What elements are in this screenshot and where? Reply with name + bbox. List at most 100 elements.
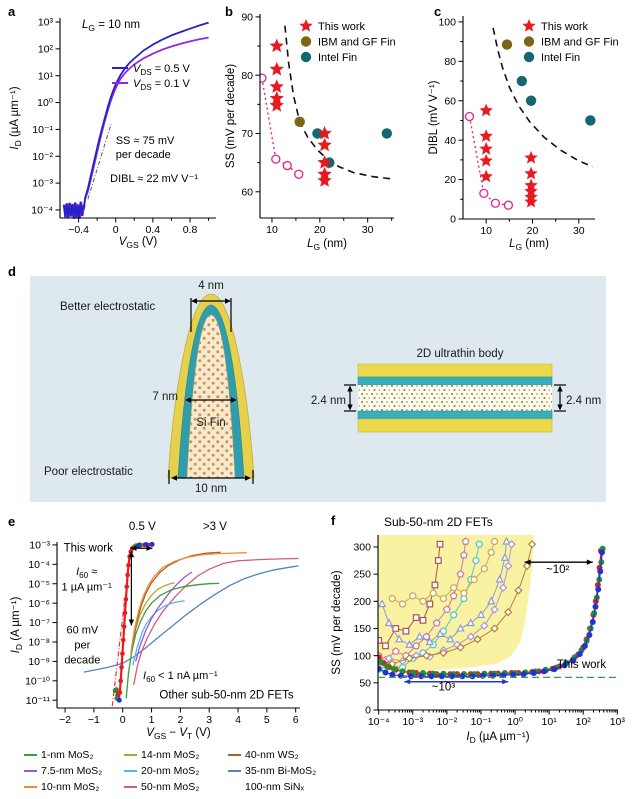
dimension-4nm-lines [190,298,232,332]
series-ibm-gf-fin [294,116,305,128]
svg-text:10⁻¹: 10⁻¹ [471,716,492,728]
series-ref-rose [378,537,470,664]
svg-text:0: 0 [450,214,456,226]
svg-text:10⁻⁷: 10⁻⁷ [29,617,50,629]
body-oxide-top [357,363,553,378]
y-axis-label: ID (A µm⁻¹) [10,597,24,654]
legend-label: Intel Fin [541,52,580,64]
legend-label: 20-nm MoS₂ [141,765,200,777]
body-gate-top [357,376,553,386]
svg-text:80: 80 [444,56,456,68]
legend-label: 10-nm MoS₂ [41,781,100,793]
svg-text:10¹: 10¹ [542,716,558,728]
arrowhead [524,559,531,565]
arrowhead [185,397,191,403]
annotation-text: This work [557,659,606,671]
series-si-scaling-trend [284,25,392,180]
legend-label: VDS = 0.1 V [133,78,191,92]
arrowhead [347,404,353,411]
legend-swatch [24,769,37,773]
svg-text:5: 5 [264,714,270,726]
svg-text:100: 100 [353,650,371,662]
arrowhead [128,619,135,626]
dimension-24nm-right [554,384,566,412]
svg-text:10²: 10² [576,716,592,728]
svg-text:60: 60 [241,186,253,198]
axes [59,18,216,219]
legend-label: This work [318,21,366,33]
svg-text:10⁻⁸: 10⁻⁸ [28,637,50,649]
annotation-text: Sub-50-nm 2D FETs [384,515,493,529]
legend-item: 40-nm WS₂ [228,749,346,761]
svg-text:10⁻⁵: 10⁻⁵ [28,578,50,590]
chart-svg-b: 10 20 30 60 70 80 90 LG (nm) SS (mV per decade) T… [225,12,396,253]
ticks [55,21,210,223]
svg-text:10⁰: 10⁰ [507,716,523,728]
arrowhead [171,475,177,481]
svg-text:10⁻³: 10⁻³ [32,178,53,190]
annotation-text: ~10³ [432,681,456,693]
series-VDS-0.5V [62,21,209,219]
svg-text:10⁻²: 10⁻² [437,716,458,728]
legend-item: 14-nm MoS₂ [124,749,228,761]
series-this-work-blue-pts [116,541,155,703]
annotation-text: 60 mV [66,624,98,636]
arrowhead [191,298,197,304]
annotation-text: DIBL ≈ 22 mV V⁻¹ [110,173,198,185]
annotation-text: 1 µA µm⁻¹ [62,582,113,594]
legend-swatch [24,753,37,757]
series-14nm-MoS2 [130,582,175,648]
svg-text:10³: 10³ [610,716,626,728]
svg-text:10³: 10³ [38,17,54,29]
legend-label: IBM and GF Fin [318,36,396,48]
legend-swatch [228,769,241,773]
y-axis-label: ID (µA µm⁻¹) [9,86,23,149]
series-this-work [269,38,332,187]
svg-text:10⁻¹: 10⁻¹ [32,124,53,136]
svg-text:90: 90 [241,12,253,24]
svg-text:70: 70 [241,128,253,140]
series-35nm-Bi-MoS2 [83,565,299,673]
svg-text:250: 250 [353,569,371,581]
legend-label: 40-nm WS₂ [245,749,299,761]
annotation-text: Other sub-50-nm 2D FETs [159,689,293,701]
label-poor-electrostatic: Poor electrostatic [44,466,133,478]
arrowhead [245,475,251,481]
ticks [458,21,580,224]
panel-c-chart: 10 20 30 0 20 40 60 80 100 LG (nm) DIBL (mV V⁻¹) Th… [425,0,640,261]
tick-labels: −0.4 0 0.4 0.8 10³ 10² 10¹ 10⁰ 10⁻¹ 10⁻² 10⁻³ 10⁻⁴ [31,17,197,236]
annotation-text: I60 < 1 nA µm⁻¹ [143,670,218,684]
svg-text:20: 20 [527,225,539,237]
label-10nm: 10 nm [195,483,227,495]
x-axis-label: LG (nm) [509,238,549,252]
legend-item: 10-nm MoS₂ [24,781,124,793]
annotation-text: 0.5 V [129,521,156,533]
svg-text:10: 10 [480,225,492,237]
svg-text:10⁻³: 10⁻³ [402,716,423,728]
legend-label: 100-nm SiNₓ [245,781,304,793]
annotation-text: SS ≈ 75 mV [116,135,175,147]
panel-e-legend: 1-nm MoS₂ 14-nm MoS₂ 40-nm WS₂ 7.5-nm MoS₂ 2… [24,747,354,795]
legend-item: 20-nm MoS₂ [124,765,228,777]
arrowhead [130,545,137,551]
svg-text:10⁻³: 10⁻³ [29,540,50,552]
label-better-electrostatic: Better electrostatic [60,301,156,313]
y-axis-label: SS (mV per decade) [225,64,237,168]
legend-item: 1-nm MoS₂ [24,749,124,761]
svg-text:10⁻⁴: 10⁻⁴ [28,559,50,571]
series-50nm-MoS2 [133,557,299,685]
x-axis-label: LG (nm) [307,238,347,252]
ticks [373,546,618,715]
panel-label-b: b [225,4,233,19]
label-24nm-right: 2.4 nm [566,395,602,407]
body-oxide-bottom [357,418,553,433]
arrowhead [502,679,509,685]
legend-label: VDS = 0.5 V [133,63,191,77]
series-ibm-gf-fin [501,39,513,50]
tick-labels: −2 −1 0 1 2 3 4 5 6 10⁻³ 10⁻⁴ 10⁻⁵ 10⁻⁶ 10⁻⁷ 10⁻⁸ 10⁻⁹ 1… [25,540,299,726]
svg-text:0.4: 0.4 [146,224,161,236]
dimension-24nm-left [344,384,356,412]
legend-label: 50-nm MoS₂ [141,781,200,793]
ultrathin-body-drawing [344,363,566,433]
panel-e-chart: −2 −1 0 1 2 3 4 5 6 10⁻³ 10⁻⁴ 10⁻⁵ 10⁻⁶ 10⁻⁷ 10⁻⁸ 10⁻⁹ 1… [6,512,328,757]
